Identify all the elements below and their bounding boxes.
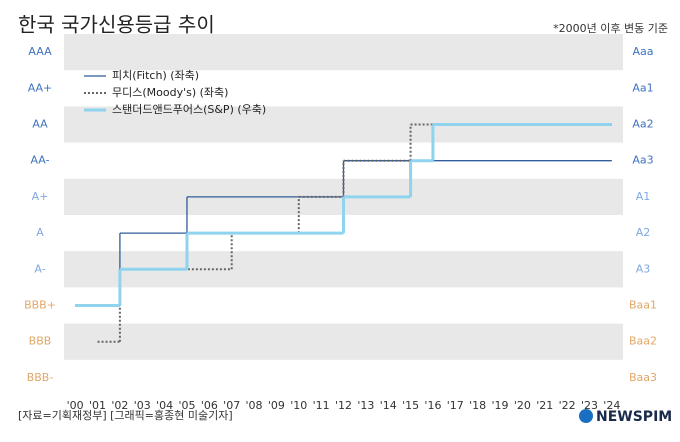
y-tick-label: AA+ [28, 81, 53, 94]
x-tick-label: '15 [402, 399, 419, 412]
y2-tick-label: Aaa [632, 45, 653, 58]
y2-tick-label: Baa2 [629, 335, 657, 348]
y2-tick-label: Aa1 [632, 81, 653, 94]
x-tick-label: '23 [581, 399, 598, 412]
x-tick-label: '12 [335, 399, 352, 412]
y2-tick-label: Baa1 [629, 299, 657, 312]
y-tick-label: AA [32, 118, 48, 131]
x-tick-label: '07 [223, 399, 240, 412]
x-tick-label: '22 [559, 399, 576, 412]
grid-band [64, 323, 623, 360]
x-tick-label: '16 [424, 399, 441, 412]
y2-tick-label: Baa3 [629, 371, 657, 384]
logo-icon [579, 409, 593, 423]
y-tick-label: BBB+ [24, 299, 56, 312]
y-tick-label: A [36, 226, 44, 239]
y-tick-label: AA- [30, 154, 49, 167]
x-tick-label: '03 [134, 399, 151, 412]
chart-title: 한국 국가신용등급 추이 [18, 13, 215, 37]
legend-label: 무디스(Moody's) (좌축) [112, 86, 228, 99]
x-tick-label: '00 [67, 399, 84, 412]
y2-tick-label: A3 [636, 262, 651, 275]
legend-label: 피치(Fitch) (좌축) [112, 69, 199, 82]
chart-subtitle: *2000년 이후 변동 기준 [553, 22, 668, 35]
y2-tick-label: A2 [636, 226, 651, 239]
x-tick-label: '13 [357, 399, 374, 412]
y-tick-label: A- [34, 262, 45, 275]
source: [자료=기획재정부] [그래픽=홍종현 미술기자] [18, 408, 233, 422]
x-tick-label: '11 [313, 399, 330, 412]
y2-tick-label: A1 [636, 190, 651, 203]
y-tick-label: BBB [29, 335, 52, 348]
x-tick-label: '06 [201, 399, 218, 412]
x-tick-label: '20 [514, 399, 531, 412]
x-tick-label: '17 [447, 399, 464, 412]
y2-tick-label: Aa2 [632, 118, 653, 131]
x-tick-label: '24 [603, 399, 620, 412]
x-tick-label: '19 [492, 399, 509, 412]
x-tick-label: '09 [268, 399, 285, 412]
x-tick-label: '08 [246, 399, 263, 412]
x-tick-label: '02 [111, 399, 128, 412]
x-tick-label: '10 [290, 399, 307, 412]
y2-tick-label: Aa3 [632, 154, 653, 167]
x-tick-label: '01 [89, 399, 106, 412]
legend-label: 스탠더드앤드푸어스(S&P) (우축) [112, 103, 266, 116]
y-tick-label: BBB- [27, 371, 54, 384]
x-tick-label: '21 [536, 399, 553, 412]
grid-band [64, 34, 623, 71]
x-tick-label: '18 [469, 399, 486, 412]
logo: NEWSPIM [596, 409, 672, 425]
y-tick-label: A+ [32, 190, 49, 203]
x-tick-label: '04 [156, 399, 173, 412]
x-tick-label: '05 [178, 399, 195, 412]
y-tick-label: AAA [28, 45, 52, 58]
x-tick-label: '14 [380, 399, 397, 412]
